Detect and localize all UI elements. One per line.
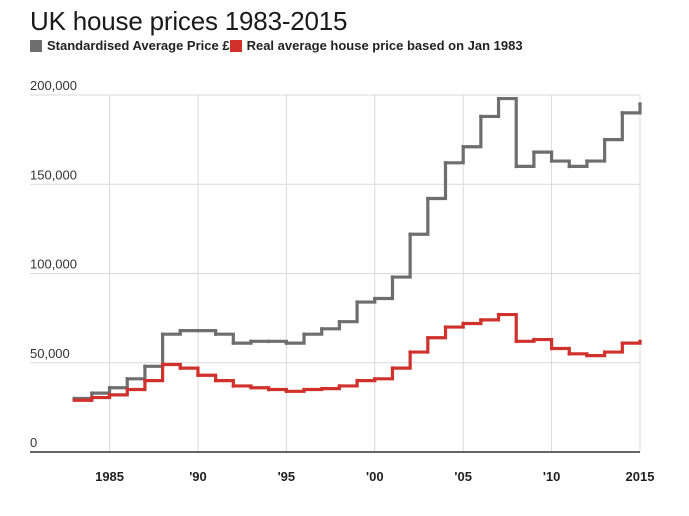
- data-point-standardised: [585, 159, 589, 163]
- data-point-real: [408, 350, 412, 354]
- legend-swatch-real: [229, 39, 242, 52]
- data-point-real: [266, 387, 271, 392]
- data-point-real: [72, 398, 77, 403]
- data-point-standardised: [355, 300, 359, 304]
- data-point-real: [284, 389, 289, 394]
- data-point-real: [549, 346, 554, 351]
- data-point-standardised: [107, 385, 112, 390]
- series-line-real: [74, 312, 642, 402]
- data-point-real: [602, 350, 607, 354]
- data-point-real: [196, 373, 200, 378]
- legend-item-real: Real average house price based on Jan 19…: [229, 38, 523, 53]
- y-tick-label: 100,000: [30, 257, 77, 272]
- data-point-real: [319, 386, 324, 391]
- data-point-standardised: [160, 332, 165, 336]
- data-point-real: [178, 366, 183, 370]
- data-point-standardised: [443, 161, 448, 165]
- legend-label-real: Real average house price based on Jan 19…: [246, 38, 523, 53]
- data-point-real: [567, 352, 572, 356]
- data-point-standardised: [249, 339, 253, 344]
- data-point-real: [143, 378, 147, 383]
- x-tick-label: '00: [366, 469, 384, 484]
- series-line-standardised: [74, 96, 642, 401]
- data-point-standardised: [143, 364, 147, 369]
- data-point-real: [585, 353, 589, 358]
- data-point-standardised: [213, 332, 218, 336]
- data-point-standardised: [231, 341, 236, 345]
- data-point-real: [302, 387, 306, 392]
- data-point-standardised: [302, 332, 306, 336]
- legend-label-standardised: Standardised Average Price £: [47, 38, 230, 53]
- data-point-standardised: [426, 196, 430, 201]
- data-point-real: [390, 366, 395, 370]
- data-point-real: [443, 325, 448, 329]
- data-point-real: [479, 318, 483, 322]
- data-point-real: [355, 378, 359, 383]
- data-point-standardised: [620, 111, 625, 115]
- data-point-standardised: [532, 150, 536, 154]
- legend-item-standardised: Standardised Average Price £: [30, 38, 230, 53]
- data-point-standardised: [496, 96, 501, 101]
- x-tick-label: '90: [189, 469, 207, 484]
- data-point-standardised: [178, 328, 183, 333]
- data-point-real: [372, 377, 377, 381]
- data-point-real: [90, 395, 94, 400]
- data-point-standardised: [372, 296, 377, 301]
- y-tick-label: 200,000: [30, 78, 77, 93]
- legend: Standardised Average Price £ Real averag…: [30, 38, 523, 53]
- y-tick-label: 50,000: [30, 346, 70, 361]
- chart-title: UK house prices 1983-2015: [30, 6, 348, 36]
- data-point-real: [231, 384, 236, 388]
- x-tick-label: '05: [454, 469, 472, 484]
- data-point-standardised: [90, 391, 94, 395]
- data-point-real: [426, 335, 430, 340]
- data-point-real: [496, 312, 501, 317]
- data-point-real: [107, 393, 112, 397]
- data-point-standardised: [266, 339, 271, 344]
- data-point-real: [337, 384, 342, 388]
- data-point-real: [620, 341, 625, 345]
- data-point-real: [160, 362, 165, 367]
- data-point-real: [638, 339, 642, 344]
- data-point-real: [461, 321, 465, 326]
- x-tick-label: 2015: [626, 469, 655, 484]
- data-point-real: [532, 337, 536, 342]
- y-tick-label: 0: [30, 435, 37, 450]
- data-point-standardised: [196, 328, 200, 333]
- data-point-standardised: [390, 275, 395, 279]
- legend-swatch-standardised: [30, 39, 42, 52]
- data-point-standardised: [337, 319, 342, 324]
- x-tick-label: '95: [278, 469, 296, 484]
- data-point-standardised: [461, 144, 465, 149]
- data-point-standardised: [514, 164, 519, 169]
- data-point-real: [213, 378, 218, 383]
- data-point-standardised: [479, 114, 483, 119]
- data-point-standardised: [319, 327, 324, 331]
- data-point-standardised: [638, 102, 642, 106]
- data-point-standardised: [549, 159, 554, 163]
- data-point-standardised: [408, 232, 412, 237]
- y-tick-label: 150,000: [30, 167, 77, 182]
- data-point-real: [249, 385, 253, 390]
- data-point-real: [125, 387, 130, 392]
- data-point-real: [514, 339, 519, 344]
- data-point-standardised: [284, 341, 289, 345]
- x-tick-label: '10: [543, 469, 561, 484]
- x-tick-label: 1985: [95, 469, 124, 484]
- data-point-standardised: [125, 377, 130, 381]
- data-point-standardised: [567, 164, 572, 169]
- data-point-standardised: [602, 137, 607, 142]
